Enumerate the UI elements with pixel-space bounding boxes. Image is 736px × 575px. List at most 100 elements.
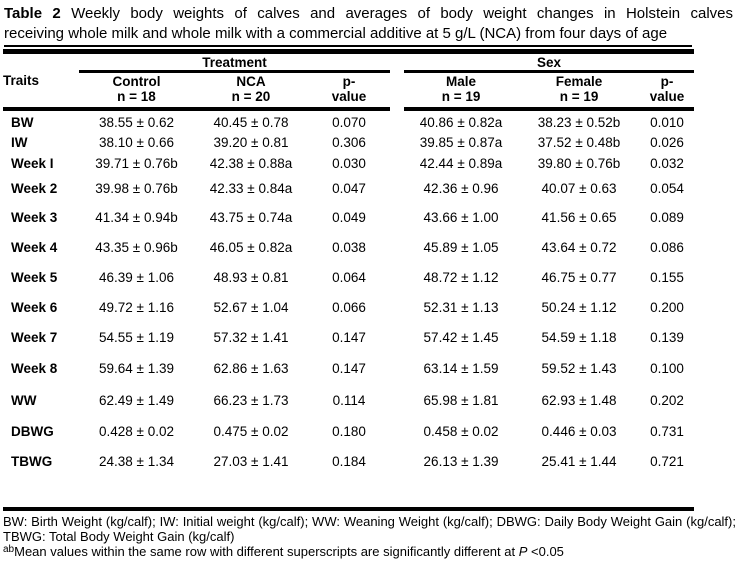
column-header-row: Control n = 18 NCA n = 20 p-value Male n = … (3, 71, 695, 111)
cell-gap (390, 109, 404, 133)
cell-p2: 0.010 (650, 114, 684, 130)
cell-female: 41.56 ± 0.65 (541, 210, 617, 225)
traits-column-header: Traits (3, 51, 79, 111)
cell-male: 26.13 ± 1.39 (423, 453, 499, 469)
female-column-header: Female n = 19 (518, 71, 641, 111)
pvalue-treatment-column-header: p-value (308, 71, 391, 111)
cell-trait: Week 5 (11, 269, 58, 285)
cell-control: 0.428 ± 0.02 (99, 423, 174, 439)
cell-gap (390, 203, 404, 232)
cell-control: 43.35 ± 0.96b (95, 239, 178, 255)
cell-female: 0.446 ± 0.03 (541, 423, 617, 439)
cell-control: 38.55 ± 0.62 (99, 114, 174, 130)
cell-male: 39.85 ± 0.87a (419, 135, 503, 150)
cell-nca: 57.32 ± 1.41 (213, 329, 289, 345)
table-body: BW 38.55 ± 0.62 40.45 ± 0.78 0.070 40.86 ± 0… (3, 109, 694, 509)
group-header-row: Traits Treatment Sex (3, 51, 695, 111)
cell-p2: 0.202 (650, 392, 684, 408)
cell-gap (390, 232, 404, 262)
cell-gap (390, 133, 404, 152)
superscript-marker: ab (3, 544, 15, 555)
body-weights-table: Traits Treatment Sex Control n = 18 NCA n … (3, 49, 695, 511)
cell-control: 39.71 ± 0.76b (95, 155, 178, 171)
table-footnotes: BW: Birth Weight (kg/calf); IW: Initial … (3, 514, 736, 560)
cell-trait: Week 4 (11, 239, 58, 255)
cell-trait: TBWG (11, 453, 53, 469)
cell-nca: 66.23 ± 1.73 (213, 392, 289, 408)
table-row: Week 2 39.98 ± 0.76b 42.33 ± 0.84a 0.047 42.… (3, 174, 694, 203)
cell-nca: 27.03 ± 1.41 (213, 453, 289, 469)
cell-nca: 46.05 ± 0.82a (209, 239, 293, 255)
cell-female: 50.24 ± 1.12 (541, 299, 617, 315)
cell-control: 41.34 ± 0.94b (95, 210, 178, 225)
cell-trait: Week I (11, 155, 54, 171)
cell-gap (390, 322, 404, 352)
cell-trait: Week 8 (11, 360, 58, 376)
cell-trait: Week 3 (11, 210, 58, 225)
cell-p1: 0.070 (332, 114, 366, 130)
p-symbol: P (518, 544, 528, 559)
table-row: TBWG 24.38 ± 1.34 27.03 ± 1.41 0.184 26.13 ±… (3, 446, 694, 476)
table-row: Week 6 49.72 ± 1.16 52.67 ± 1.04 0.066 52.31… (3, 292, 694, 322)
cell-p2: 0.089 (650, 210, 684, 225)
cell-nca: 40.45 ± 0.78 (213, 114, 289, 130)
caption-line-1: Table 2 Weekly body weights of calves an… (4, 3, 733, 24)
abbreviation-note: BW: Birth Weight (kg/calf); IW: Initial … (3, 514, 736, 544)
cell-male: 40.86 ± 0.82a (419, 114, 503, 130)
caption-table-number: Table 2 (4, 5, 61, 22)
cell-male: 52.31 ± 1.13 (423, 299, 499, 315)
cell-p1: 0.030 (332, 155, 366, 171)
cell-p1: 0.114 (332, 392, 366, 408)
cell-female: 46.75 ± 0.77 (541, 269, 617, 285)
table-row: Week I 39.71 ± 0.76b 42.38 ± 0.88a 0.030 42.… (3, 152, 694, 174)
cell-control: 46.39 ± 1.06 (99, 269, 174, 285)
cell-male: 42.36 ± 0.96 (423, 181, 499, 196)
table-row: IW 38.10 ± 0.66 39.20 ± 0.81 0.306 39.85 ± 0… (3, 133, 694, 152)
cell-nca: 62.86 ± 1.63 (213, 360, 289, 376)
cell-gap (390, 384, 404, 416)
cell-nca: 52.67 ± 1.04 (213, 299, 289, 315)
cell-control: 49.72 ± 1.16 (99, 299, 174, 315)
end-spacer-cell (3, 476, 694, 509)
nca-column-header: NCA n = 20 (194, 71, 308, 111)
cell-control: 62.49 ± 1.49 (99, 392, 174, 408)
cell-trait: Week 7 (11, 329, 58, 345)
cell-male: 43.66 ± 1.00 (423, 210, 499, 225)
caption-line-2: receiving whole milk and whole milk with… (4, 24, 692, 47)
cell-p2: 0.731 (650, 423, 684, 439)
cell-p1: 0.066 (332, 299, 366, 315)
cell-female: 59.52 ± 1.43 (541, 360, 617, 376)
cell-female: 62.93 ± 1.48 (541, 392, 617, 408)
cell-trait: Week 6 (11, 299, 58, 315)
cell-female: 37.52 ± 0.48b (537, 135, 621, 150)
table-row: Week 3 41.34 ± 0.94b 43.75 ± 0.74a 0.049 43.… (3, 203, 694, 232)
significance-note: abMean values within the same row with d… (3, 544, 564, 559)
cell-male: 42.44 ± 0.89a (419, 155, 503, 171)
cell-nca: 48.93 ± 0.81 (213, 269, 289, 285)
cell-gap (390, 262, 404, 292)
cell-gap (390, 174, 404, 203)
cell-female: 38.23 ± 0.52b (537, 114, 621, 130)
cell-p1: 0.180 (332, 423, 366, 439)
treatment-group-header: Treatment (79, 51, 391, 73)
cell-p1: 0.064 (332, 269, 366, 285)
cell-female: 40.07 ± 0.63 (541, 181, 617, 196)
cell-p1: 0.038 (332, 239, 366, 255)
cell-male: 63.14 ± 1.59 (423, 360, 499, 376)
cell-female: 39.80 ± 0.76b (537, 155, 621, 171)
cell-p2: 0.086 (650, 239, 684, 255)
table-row: DBWG 0.428 ± 0.02 0.475 ± 0.02 0.180 0.458 ±… (3, 416, 694, 446)
cell-control: 24.38 ± 1.34 (99, 453, 174, 469)
cell-female: 54.59 ± 1.18 (541, 329, 617, 345)
cell-gap (390, 352, 404, 384)
table-row: Week 8 59.64 ± 1.39 62.86 ± 1.63 0.147 63.14… (3, 352, 694, 384)
table-row: BW 38.55 ± 0.62 40.45 ± 0.78 0.070 40.86 ± 0… (3, 109, 694, 133)
table-caption: Table 2 Weekly body weights of calves an… (4, 3, 736, 47)
cell-trait: WW (11, 392, 37, 408)
table-row: Week 4 43.35 ± 0.96b 46.05 ± 0.82a 0.038 45.… (3, 232, 694, 262)
cell-trait: DBWG (11, 423, 54, 439)
control-column-header: Control n = 18 (79, 71, 194, 111)
cell-control: 39.98 ± 0.76b (95, 181, 178, 196)
cell-p2: 0.721 (650, 453, 684, 469)
cell-p2: 0.026 (650, 135, 684, 150)
